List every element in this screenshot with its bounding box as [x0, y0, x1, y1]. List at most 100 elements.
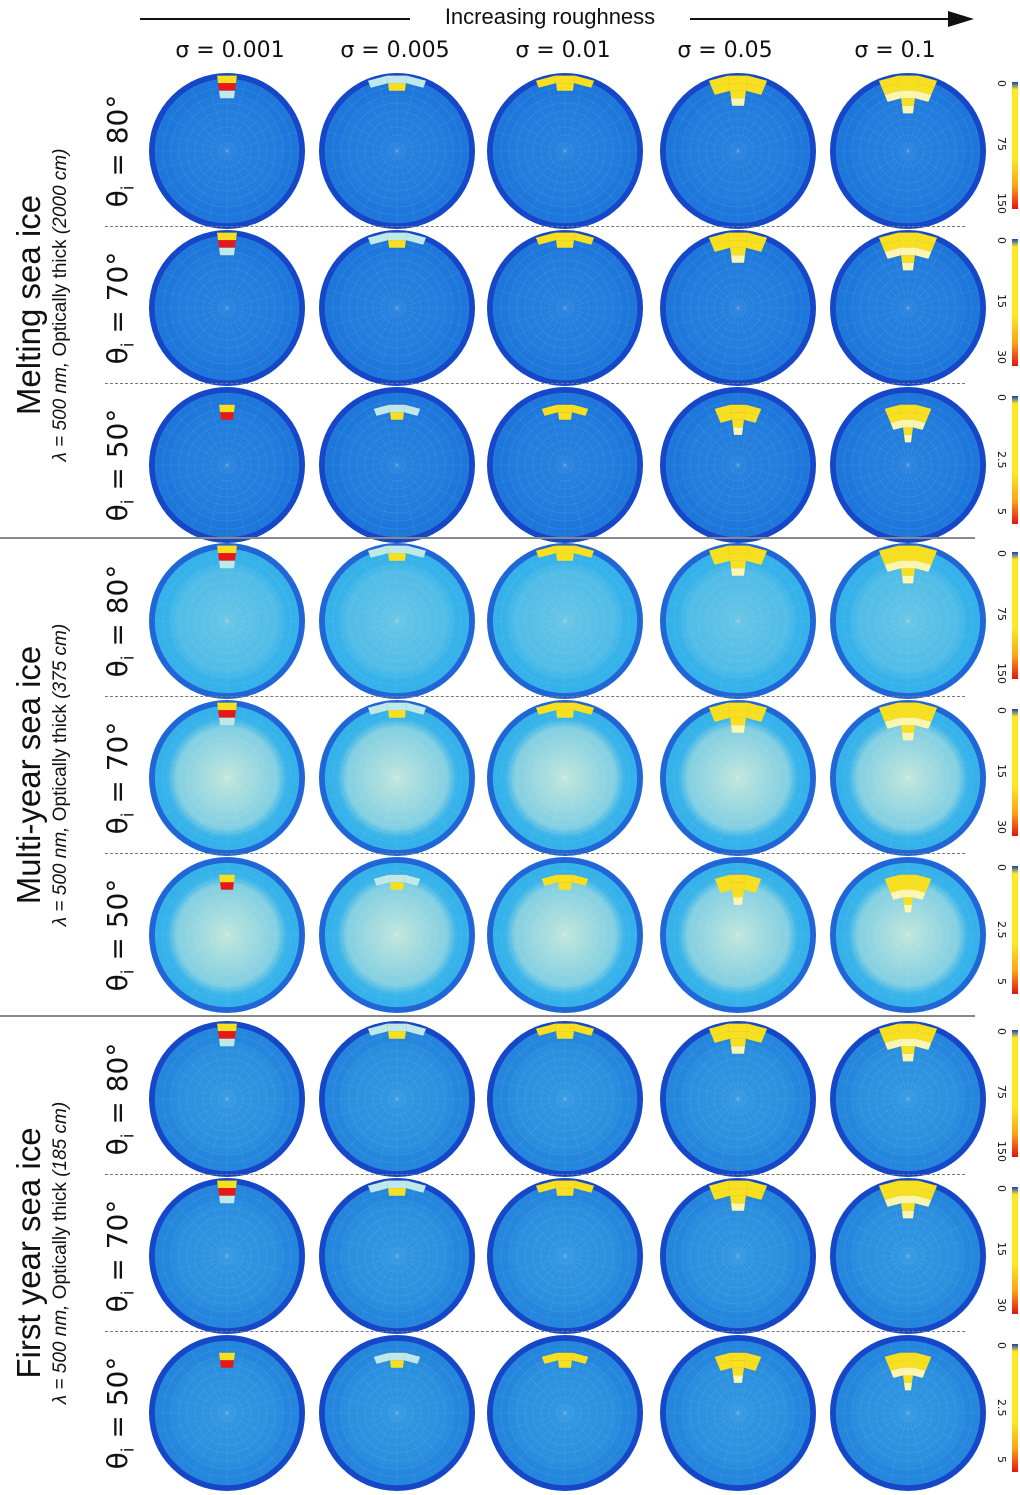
peak-cell [708, 702, 730, 715]
polar-plot [656, 853, 820, 1017]
peak-cell [902, 262, 914, 270]
peak-cell [890, 419, 904, 430]
peak-cell [884, 717, 902, 729]
peak-cell [878, 1180, 900, 1193]
peak-cell [733, 427, 743, 435]
peak-cell [405, 75, 427, 88]
polar-plot [315, 383, 479, 547]
peak-cell [708, 232, 730, 245]
subtitle-optical: Optically thick [50, 698, 71, 822]
peak-cell [904, 1382, 912, 1391]
peak-cell [916, 702, 938, 715]
peak-cell [711, 1030, 731, 1043]
peak-cell [914, 717, 932, 729]
peak-cell [900, 1352, 916, 1361]
peak-cell [745, 1187, 765, 1200]
colorbar-tick-label: 75 [995, 136, 1008, 151]
peak-cell [743, 1360, 759, 1371]
peak-cell [217, 1023, 237, 1031]
subtitle-wavelength: λ = 500 nm, [50, 821, 71, 927]
peak-cell [387, 545, 407, 553]
peak-cell [389, 404, 405, 413]
peak-cell [220, 412, 234, 420]
peak-cell [573, 232, 595, 245]
peak-cell [899, 82, 917, 91]
peak-cell [711, 239, 731, 252]
colorbar-tick-label: 150 [995, 193, 1008, 214]
roughness-arrow-right-line [690, 18, 950, 20]
peak-cell [555, 75, 575, 83]
roughness-arrow-left-line [140, 18, 410, 20]
peak-cell [731, 97, 745, 106]
peak-cell [714, 404, 732, 416]
peak-cell [558, 412, 572, 420]
colorbar [1012, 82, 1018, 209]
peak-cell [717, 882, 733, 893]
peak-cell [914, 1195, 932, 1207]
peak-cell [746, 1180, 768, 1193]
polar-plot [315, 1174, 479, 1338]
peak-cell [744, 874, 762, 886]
peak-cell [732, 889, 744, 898]
peak-cell [218, 1030, 236, 1039]
colorbar [1012, 1187, 1018, 1314]
peak-cell [881, 239, 901, 252]
peak-cell [884, 874, 902, 886]
peak-cell [731, 254, 745, 263]
colorbar [1012, 866, 1018, 994]
peak-cell [555, 1023, 575, 1031]
peak-cell [884, 1195, 902, 1207]
peak-cell [571, 1352, 589, 1364]
subtitle-thickness: (2000 cm) [50, 148, 71, 235]
peak-cell [898, 232, 918, 240]
peak-cell [557, 1352, 573, 1361]
polar-plot [483, 69, 647, 233]
peak-cell [405, 545, 427, 558]
peak-cell [900, 1038, 916, 1046]
peak-cell [746, 545, 768, 558]
peak-cell [743, 412, 759, 423]
subtitle-optical: Optically thick [50, 234, 71, 357]
peak-cell [899, 1187, 917, 1196]
polar-plot [826, 696, 990, 860]
peak-cell [887, 1360, 903, 1371]
peak-cell [902, 889, 914, 898]
peak-cell [217, 702, 237, 710]
peak-cell [916, 545, 938, 558]
peak-cell [745, 552, 765, 565]
peak-cell [887, 882, 903, 893]
subtitle-thickness: (185 cm) [50, 1101, 71, 1177]
peak-cell [717, 412, 733, 423]
colorbar-tick-label: 0 [995, 1028, 1008, 1035]
subtitle-wavelength: λ = 500 nm, [50, 356, 71, 462]
peak-cell [708, 545, 730, 558]
colorbar-tick-label: 30 [995, 350, 1008, 364]
peak-cell [881, 82, 901, 95]
sigma-label-5: σ = 0.1 [854, 38, 936, 63]
peak-cell [573, 545, 595, 558]
peak-cell [915, 82, 935, 95]
peak-cell [387, 702, 407, 710]
peak-cell [367, 232, 389, 245]
peak-cell [730, 404, 746, 413]
peak-cell [728, 1023, 748, 1031]
peak-cell [902, 1053, 914, 1061]
colorbar-tick-label: 15 [995, 1241, 1008, 1256]
peak-cell [728, 702, 748, 710]
peak-cell [901, 412, 915, 420]
group-title-main: Melting sea ice [10, 194, 47, 416]
polar-plot [656, 69, 820, 233]
colorbar [1012, 239, 1018, 366]
peak-cell [902, 1210, 914, 1218]
peak-cell [745, 82, 765, 95]
peak-cell [218, 239, 236, 248]
peak-cell [556, 1030, 574, 1039]
peak-cell [730, 560, 746, 568]
peak-cell [730, 90, 746, 98]
polar-plot [826, 853, 990, 1017]
polar-plot [483, 696, 647, 860]
peak-cell [556, 552, 574, 561]
peak-cell [389, 874, 405, 883]
peak-cell [556, 82, 574, 91]
polar-plot [315, 539, 479, 703]
